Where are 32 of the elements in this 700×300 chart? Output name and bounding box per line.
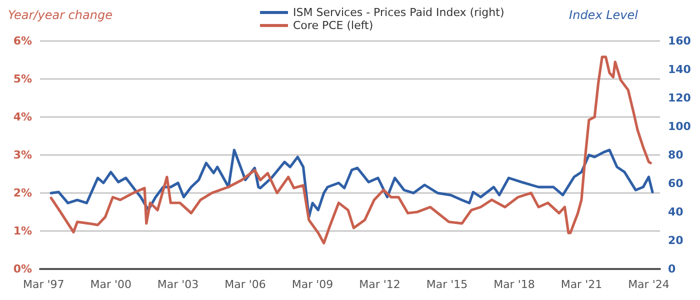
legend-label: Core PCE (left)	[293, 19, 374, 32]
x-tick-label: Mar '97	[22, 278, 64, 291]
y-axis-title: Year/year change	[8, 8, 112, 22]
y2-tick-label: 0	[668, 262, 676, 276]
x-tick-label: Mar '03	[157, 278, 199, 291]
x-tick-label: Mar '21	[560, 278, 602, 291]
x-tick-label: Mar '24	[628, 278, 670, 291]
y2-tick-label: 60	[668, 177, 684, 190]
x-tick-label: Mar '09	[292, 278, 334, 291]
y2-tick-label: 40	[668, 206, 684, 218]
line-series	[50, 56, 652, 244]
x-tick-label: Mar '12	[359, 278, 400, 291]
line-series	[50, 148, 654, 218]
legend-label: ISM Services - Prices Paid Index (right)	[293, 6, 504, 19]
x-tick-label: Mar '15	[426, 278, 468, 291]
y2-tick-label: 120	[668, 92, 692, 104]
y2-tick-label: 100	[668, 120, 692, 133]
y-tick-label: 5%	[13, 72, 32, 86]
y-tick-label: 2%	[13, 186, 32, 200]
y-tick-label: 4%	[13, 110, 32, 124]
y-tick-label: 3%	[13, 148, 32, 162]
y2-tick-label: 80	[668, 148, 684, 162]
y2-tick-label: 20	[668, 234, 684, 247]
y-tick-label: 0%	[13, 262, 32, 276]
y2-tick-label: 160	[668, 34, 692, 48]
y2-axis-title: Index Level	[569, 8, 639, 22]
y-tick-label: 6%	[13, 34, 32, 48]
x-tick-label: Mar '06	[224, 278, 266, 291]
x-tick-label: Mar '00	[90, 278, 132, 291]
x-tick-label: Mar '18	[494, 278, 535, 291]
y2-tick-label: 140	[668, 63, 692, 76]
y-tick-label: 1%	[13, 224, 32, 238]
